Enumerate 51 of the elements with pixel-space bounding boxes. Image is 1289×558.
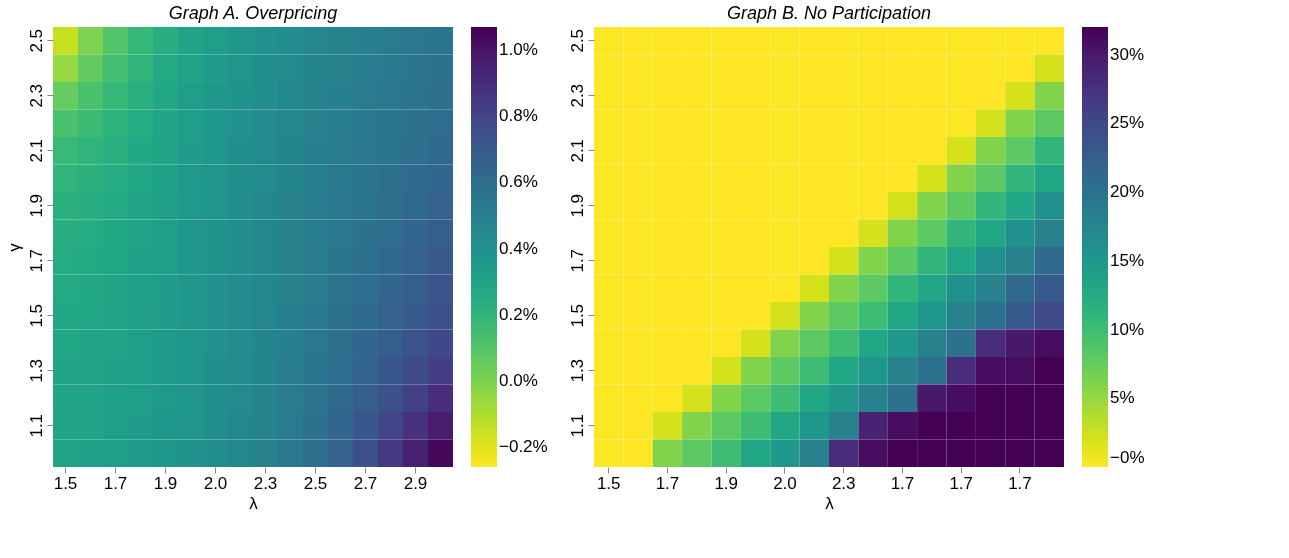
color-bar-label: 10% [1110,319,1145,339]
y-tick-label: 2.3 [26,83,46,108]
x-tick-label: 1.7 [949,473,974,493]
x-tick-label: 2.7 [353,473,378,493]
color-bar-label: 0.0% [499,370,538,390]
x-tick-label: 2.3 [831,473,856,493]
y-tick-label: 1.3 [26,358,46,383]
color-bar-label: 0.6% [499,172,538,192]
x-axis-title: λ [825,493,835,513]
color-bar-label: 5% [1110,388,1135,408]
x-axis-title: λ [249,493,259,513]
y-tick-label: 1.3 [567,358,587,383]
x-tick-label: 1.7 [103,473,128,493]
x-tick-label: 2.5 [303,473,328,493]
x-tick-label: 1.9 [714,473,739,493]
color-bar-label: −0% [1110,448,1145,467]
color-bar-label: 25% [1110,113,1145,133]
y-tick-label: 1.9 [26,193,46,218]
y-tick-label: 2.3 [567,83,587,108]
x-tick-label: 2.3 [253,473,278,493]
y-tick-label: 1.1 [26,413,46,438]
x-tick-label: 1.7 [890,473,915,493]
x-tick-label: 1.5 [53,473,78,493]
color-bar-label: 0.2% [499,304,538,324]
y-tick-label: 2.5 [26,28,46,53]
x-tick-label: 1.7 [1008,473,1032,493]
y-tick-label: 1.5 [26,303,46,328]
y-tick-label: 2.1 [26,138,46,163]
chart-title: Graph B. No Participation [726,3,932,23]
color-bar-label: −0.2% [499,437,548,457]
color-bar-label: 20% [1110,182,1145,201]
x-tick-label: 2.0 [773,473,797,493]
color-bar-label: 15% [1110,250,1145,270]
chart-title: Graph A. Overpricing [168,3,338,23]
y-tick-label: 1.1 [567,413,587,438]
x-tick-label: 1.7 [655,473,680,493]
x-tick-label: 2.9 [403,473,428,493]
x-tick-label: 1.9 [153,473,178,493]
y-tick-label: 2.5 [567,28,587,53]
y-axis-title: γ [4,242,24,252]
color-bar-label: 0.8% [499,106,538,126]
color-bar-label: 30% [1110,44,1145,64]
y-tick-label: 2.1 [567,138,587,163]
y-tick-label: 1.5 [567,303,587,328]
y-tick-label: 1.7 [26,248,46,273]
color-bar-label: 0.4% [499,238,538,258]
y-tick-label: 1.7 [567,248,587,273]
y-tick-label: 1.9 [567,193,587,218]
x-tick-label: 2.0 [203,473,228,493]
x-tick-label: 1.5 [596,473,621,493]
color-bar-label: 1.0% [499,40,538,60]
